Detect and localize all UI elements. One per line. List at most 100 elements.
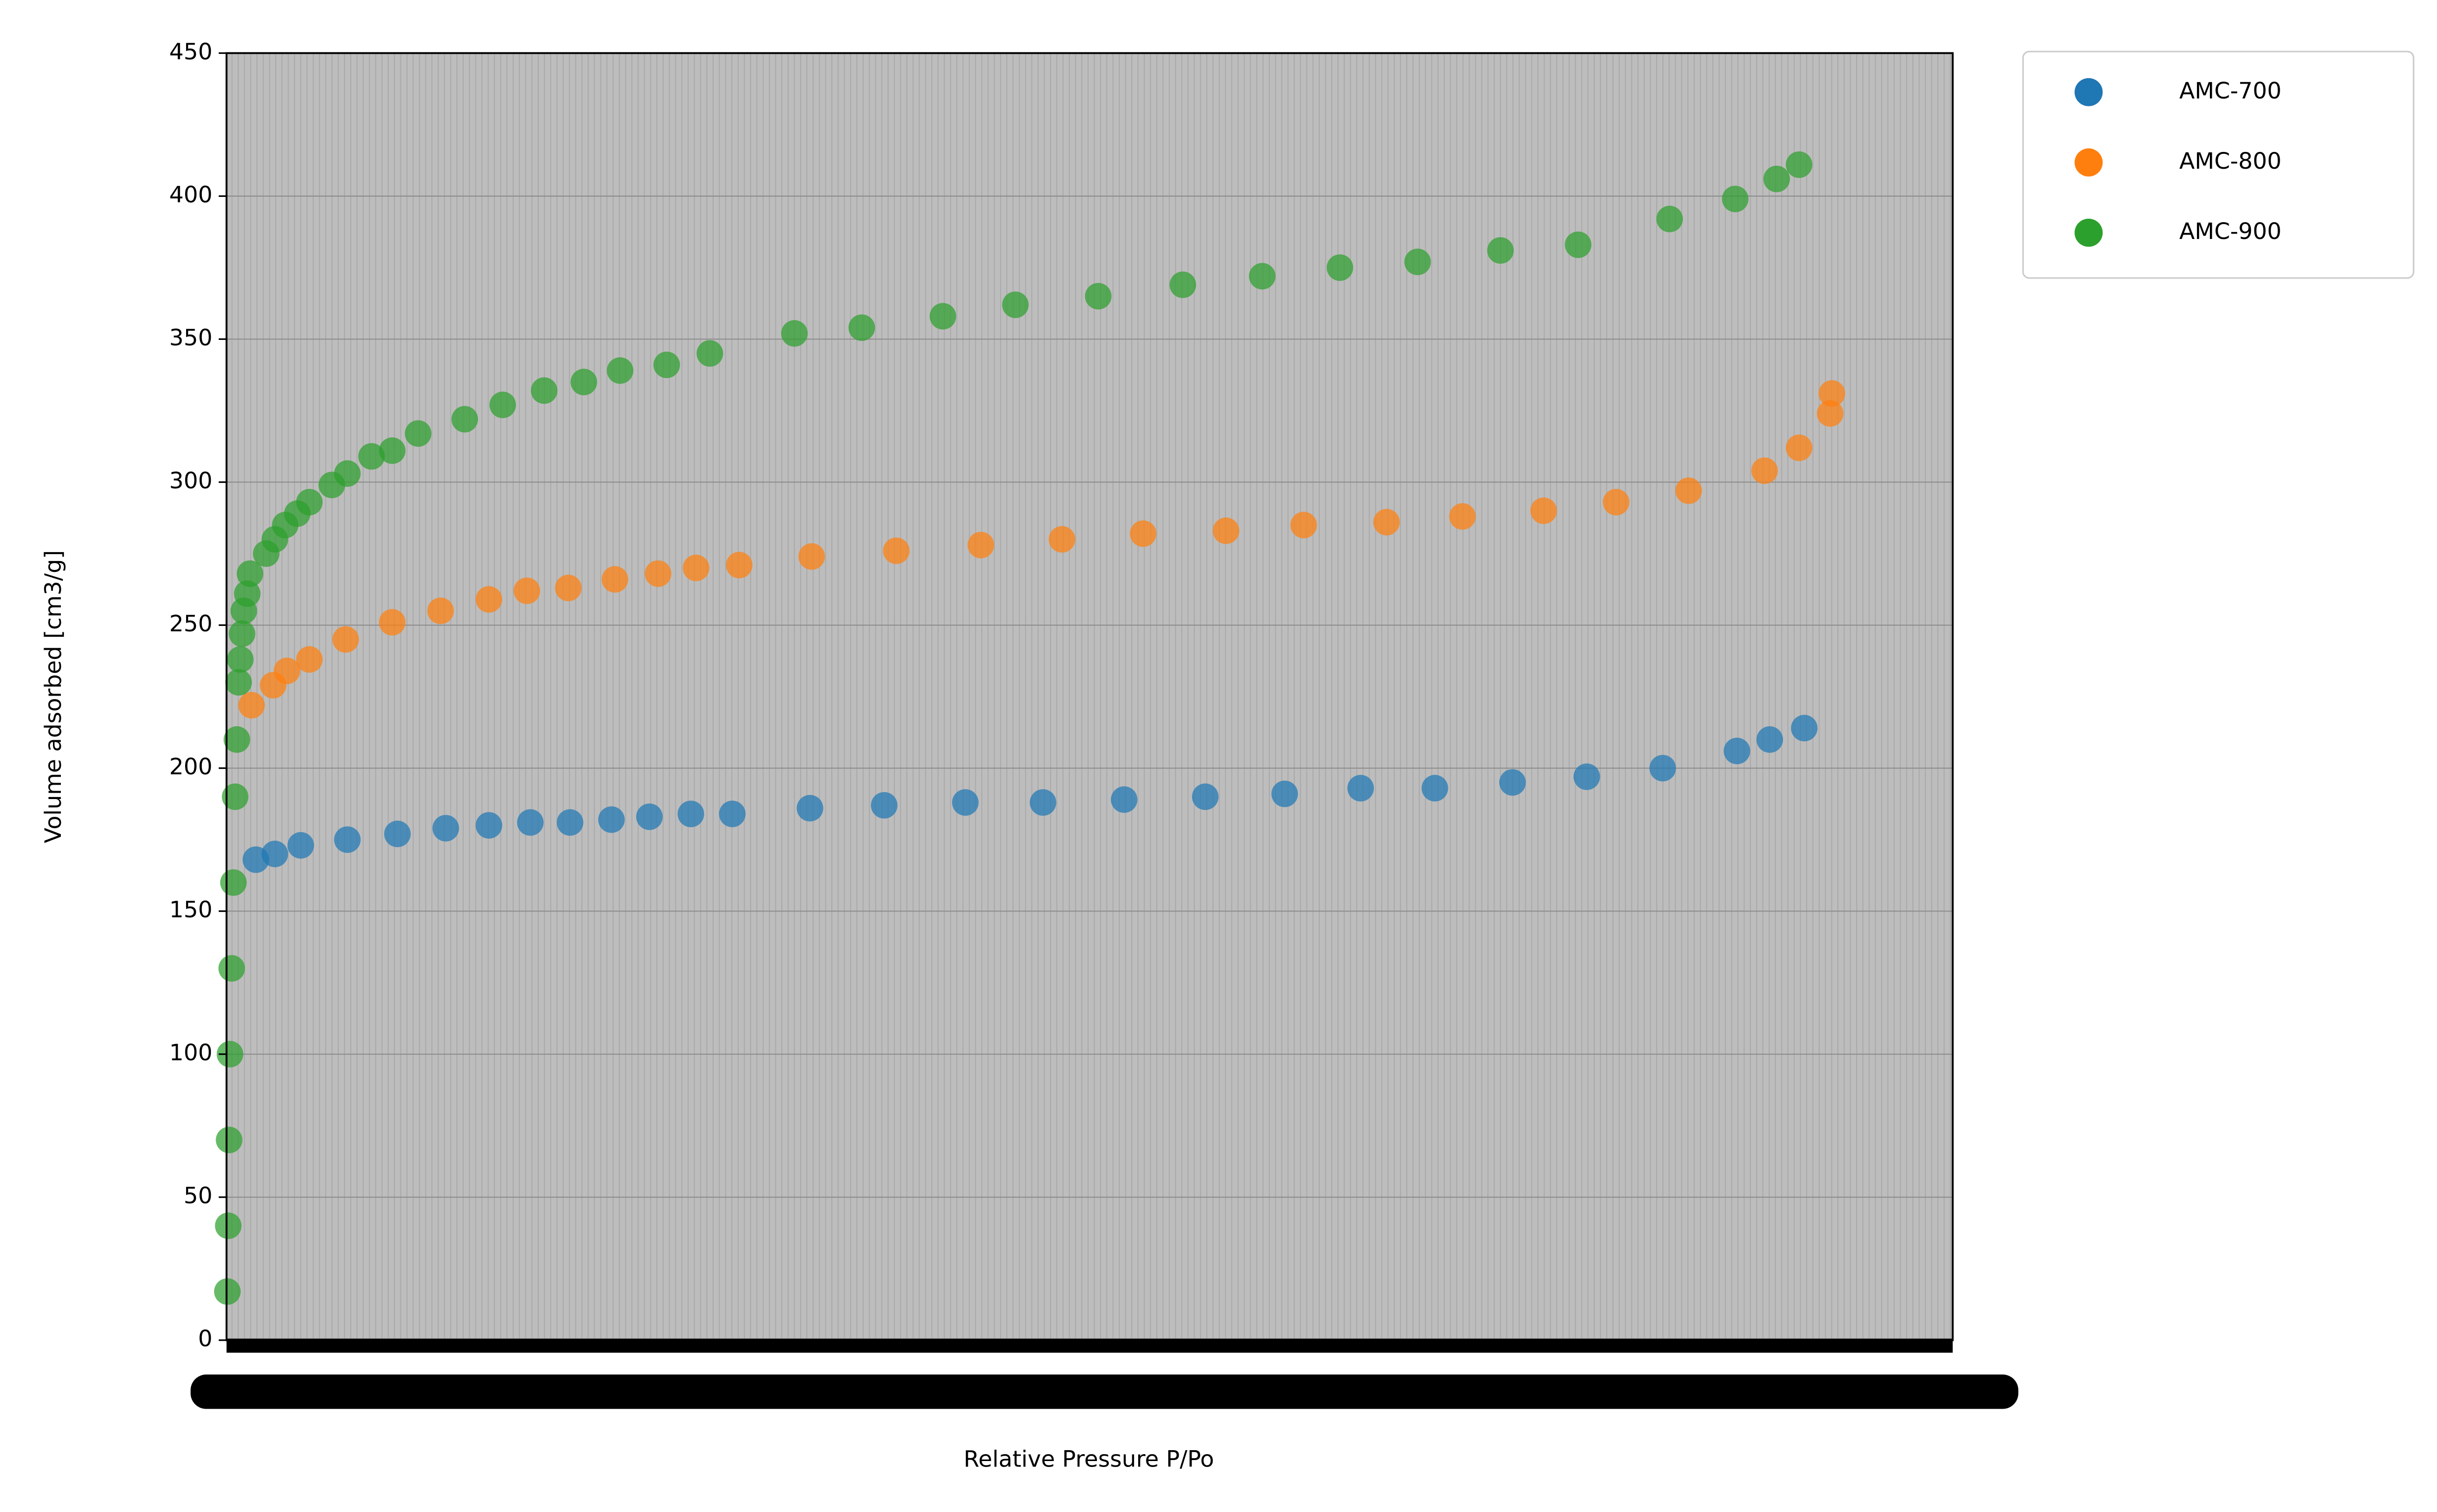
point: [967, 531, 995, 559]
point: [229, 620, 256, 647]
point: [607, 357, 634, 384]
point: [1487, 237, 1514, 264]
point: [218, 955, 245, 982]
point: [1130, 520, 1157, 547]
point: [555, 574, 582, 602]
point: [645, 560, 671, 587]
point: [1675, 477, 1702, 504]
point: [601, 566, 628, 593]
y-tick-label: 200: [169, 754, 212, 780]
point: [476, 812, 502, 839]
point: [883, 537, 910, 565]
point: [223, 726, 250, 753]
x-tick-labels-overlap: [191, 1374, 2018, 1409]
point: [653, 351, 680, 378]
marks: [214, 151, 1845, 1305]
point: [1785, 434, 1813, 461]
point: [726, 552, 753, 578]
point: [332, 626, 359, 653]
point: [1573, 763, 1600, 790]
point: [227, 646, 254, 673]
point: [1816, 400, 1844, 427]
point: [1169, 271, 1196, 298]
point: [781, 320, 808, 347]
point: [1192, 783, 1219, 810]
point: [1212, 517, 1240, 544]
point: [1002, 291, 1029, 318]
x-axis-label: Relative Pressure P/Po: [963, 1446, 1214, 1472]
point: [952, 789, 979, 816]
y-tick-label: 50: [184, 1182, 212, 1209]
point: [1530, 497, 1557, 524]
y-tick-label: 250: [169, 611, 212, 637]
plot-area: [226, 53, 1953, 1340]
point: [261, 841, 288, 867]
point: [234, 580, 261, 607]
point: [848, 314, 875, 341]
point: [476, 586, 502, 613]
point: [1271, 780, 1298, 807]
point: [274, 658, 300, 684]
point: [334, 826, 361, 853]
point: [696, 340, 723, 367]
point: [215, 1212, 242, 1239]
point: [797, 795, 823, 822]
point: [287, 832, 314, 859]
point: [427, 597, 454, 624]
point: [1373, 509, 1400, 536]
point: [530, 377, 558, 404]
x-tick-marks: [226, 1338, 1953, 1353]
point: [379, 437, 406, 464]
point: [677, 801, 705, 827]
y-tick-label: 300: [169, 468, 212, 494]
point: [517, 809, 544, 836]
point: [1499, 769, 1526, 796]
y-tick-label: 350: [169, 325, 212, 351]
point: [1347, 775, 1374, 802]
y-tick-label: 0: [198, 1325, 212, 1352]
point: [513, 577, 540, 604]
point: [1751, 457, 1778, 484]
point: [1249, 263, 1276, 290]
point: [1030, 789, 1056, 816]
legend-label: AMC-800: [2179, 148, 2282, 174]
y-axis-label: Volume adsorbed [cm3/g]: [40, 550, 66, 843]
legend-marker: [2074, 78, 2103, 106]
point: [1327, 254, 1353, 281]
point: [238, 692, 265, 719]
point: [1791, 714, 1818, 742]
point: [1049, 526, 1076, 553]
legend-label: AMC-700: [2179, 78, 2282, 104]
point: [451, 406, 478, 433]
legend: AMC-700 AMC-800 AMC-900: [2074, 78, 2282, 247]
point: [1649, 755, 1676, 782]
y-tick-label: 100: [169, 1040, 212, 1066]
legend-label: AMC-900: [2179, 218, 2282, 244]
point: [225, 669, 252, 696]
point: [1404, 248, 1431, 276]
point: [334, 460, 361, 487]
y-tick-label: 150: [169, 897, 212, 923]
point: [216, 1127, 242, 1153]
point: [216, 1040, 243, 1068]
point: [384, 820, 411, 848]
point: [871, 792, 898, 819]
point: [1449, 503, 1476, 530]
point: [296, 489, 323, 516]
point: [358, 443, 385, 470]
point: [1723, 738, 1751, 764]
point: [1785, 151, 1813, 178]
point: [557, 809, 583, 836]
point: [1085, 283, 1112, 310]
point: [1565, 231, 1592, 258]
point: [1421, 775, 1448, 802]
point: [405, 420, 431, 447]
point: [489, 391, 516, 419]
legend-marker: [2074, 148, 2103, 177]
point: [719, 801, 746, 827]
point: [598, 806, 625, 833]
point: [929, 303, 956, 330]
point: [798, 543, 825, 570]
